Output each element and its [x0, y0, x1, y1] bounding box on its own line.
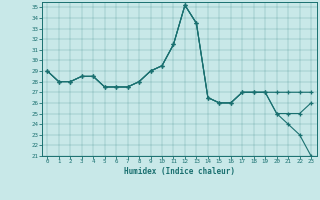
X-axis label: Humidex (Indice chaleur): Humidex (Indice chaleur)	[124, 167, 235, 176]
